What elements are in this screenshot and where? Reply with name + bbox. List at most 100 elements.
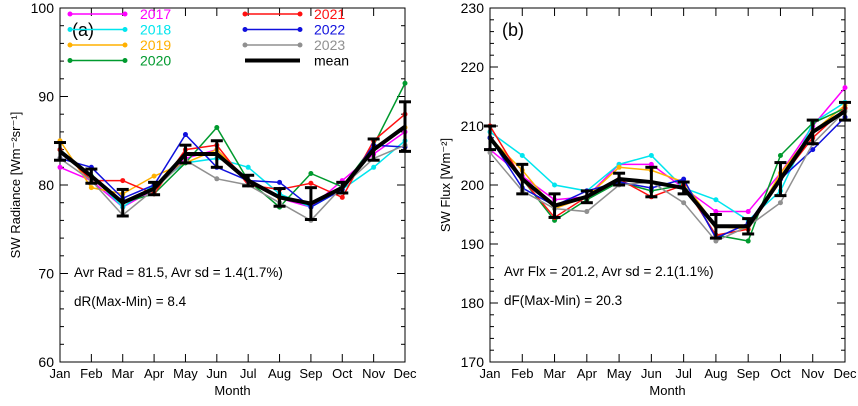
data-point [214, 176, 220, 182]
legend-marker [122, 27, 128, 32]
x-tick-label: Apr [144, 366, 165, 381]
x-tick-label: Jul [675, 366, 692, 381]
data-point [371, 164, 377, 170]
data-point [745, 209, 751, 215]
annotation: dR(Max-Min) = 8.4 [74, 294, 187, 309]
legend-label-2017: 2017 [140, 6, 171, 22]
data-point [713, 209, 719, 215]
x-tick-label: Aug [704, 366, 727, 381]
y-tick-label: 210 [461, 118, 485, 134]
legend-label-2022: 2022 [314, 22, 345, 38]
legend-marker [242, 11, 248, 17]
series-line-2020 [59, 82, 406, 209]
data-point [308, 170, 314, 176]
y-tick-label: 60 [38, 354, 54, 370]
series-line-2023 [489, 110, 846, 242]
y-tick-label: 180 [461, 295, 485, 311]
legend-label-2020: 2020 [140, 53, 171, 69]
annotation: Avr Flx = 201.2, Avr sd = 2.1(1.1%) [504, 264, 714, 279]
series-line-2018 [489, 101, 846, 222]
y-tick-label: 220 [461, 59, 485, 75]
legend-marker [242, 27, 248, 32]
x-tick-label: Oct [770, 366, 791, 381]
legend-label-2023: 2023 [314, 37, 345, 53]
data-point [339, 194, 345, 200]
x-tick-label: May [173, 366, 198, 381]
data-point [245, 164, 251, 170]
legend-marker [67, 27, 73, 32]
data-point [681, 200, 687, 206]
x-tick-label: Nov [362, 366, 386, 381]
series-line-mean [58, 124, 407, 206]
data-point [616, 164, 622, 170]
y-tick-label: 230 [461, 0, 485, 16]
panel-label: (b) [502, 20, 524, 40]
data-point [648, 153, 654, 158]
series-line-2021 [59, 113, 406, 199]
legend-marker [122, 58, 128, 63]
panel-b: 170 180 190 200 210 220 230 Jan Feb Mar Apr May Jun J… [438, 0, 857, 398]
data-point [584, 209, 590, 215]
data-point [308, 180, 314, 186]
x-tick-label: Jun [641, 366, 662, 381]
data-point [713, 238, 719, 244]
data-point [182, 132, 188, 138]
series-mean [54, 100, 411, 222]
x-axis-label: Month [214, 383, 250, 398]
data-point [681, 176, 687, 182]
legend-label-2021: 2021 [314, 6, 345, 22]
x-axis-label: Month [649, 383, 685, 398]
x-tick-label: Feb [80, 366, 102, 381]
data-point [487, 150, 493, 156]
data-point [214, 124, 220, 130]
x-tick-label: Dec [833, 366, 857, 381]
legend-marker [297, 27, 303, 32]
y-tick-label: 80 [38, 177, 54, 193]
data-point [745, 238, 751, 244]
x-tick-label: Jun [206, 366, 227, 381]
legend-marker [297, 42, 303, 48]
y-tick-label: 200 [461, 177, 485, 193]
legend-label-2018: 2018 [140, 22, 171, 38]
legend-marker [67, 11, 73, 17]
legend-marker [122, 42, 128, 48]
legend-marker [297, 11, 303, 17]
data-point [648, 161, 654, 167]
y-tick-label: 70 [38, 266, 54, 282]
data-point [552, 182, 558, 188]
x-tick-label: Jul [240, 366, 257, 381]
series-line-2022 [489, 116, 846, 240]
data-point [402, 80, 408, 86]
data-point [777, 153, 783, 158]
x-tick-label: Apr [577, 366, 598, 381]
y-tick-label: 170 [461, 354, 485, 370]
annotation: Avr Rad = 81.5, Avr sd = 1.4(1.7%) [74, 265, 283, 280]
legend-marker [67, 58, 73, 63]
data-point [842, 85, 848, 91]
y-axis-label: SW Flux [Wm⁻²] [438, 138, 453, 232]
data-point [713, 197, 719, 203]
x-tick-label: Aug [268, 366, 291, 381]
data-point [810, 147, 816, 153]
series-line-2023 [59, 144, 406, 222]
data-point [57, 164, 63, 170]
data-point [151, 173, 157, 179]
data-point [88, 185, 94, 191]
panel-a: 60 70 80 90 100 Jan Feb Mar Apr May Jun Jul Aug Sep Oc… [8, 0, 417, 398]
x-tick-label: Oct [332, 366, 353, 381]
data-point [120, 178, 126, 184]
series-mean [484, 100, 851, 240]
annotation: dF(Max-Min) = 20.3 [504, 293, 622, 308]
data-point [277, 179, 283, 185]
x-tick-label: May [607, 366, 632, 381]
legend-marker [67, 42, 73, 48]
x-tick-label: Feb [511, 366, 533, 381]
y-tick-label: 100 [31, 0, 55, 16]
data-point [777, 200, 783, 206]
x-tick-label: Mar [543, 366, 566, 381]
legend-label-mean: mean [314, 53, 349, 69]
legend-marker [122, 11, 128, 17]
y-axis-label: SW Radiance [Wm⁻²sr⁻¹] [8, 112, 23, 259]
